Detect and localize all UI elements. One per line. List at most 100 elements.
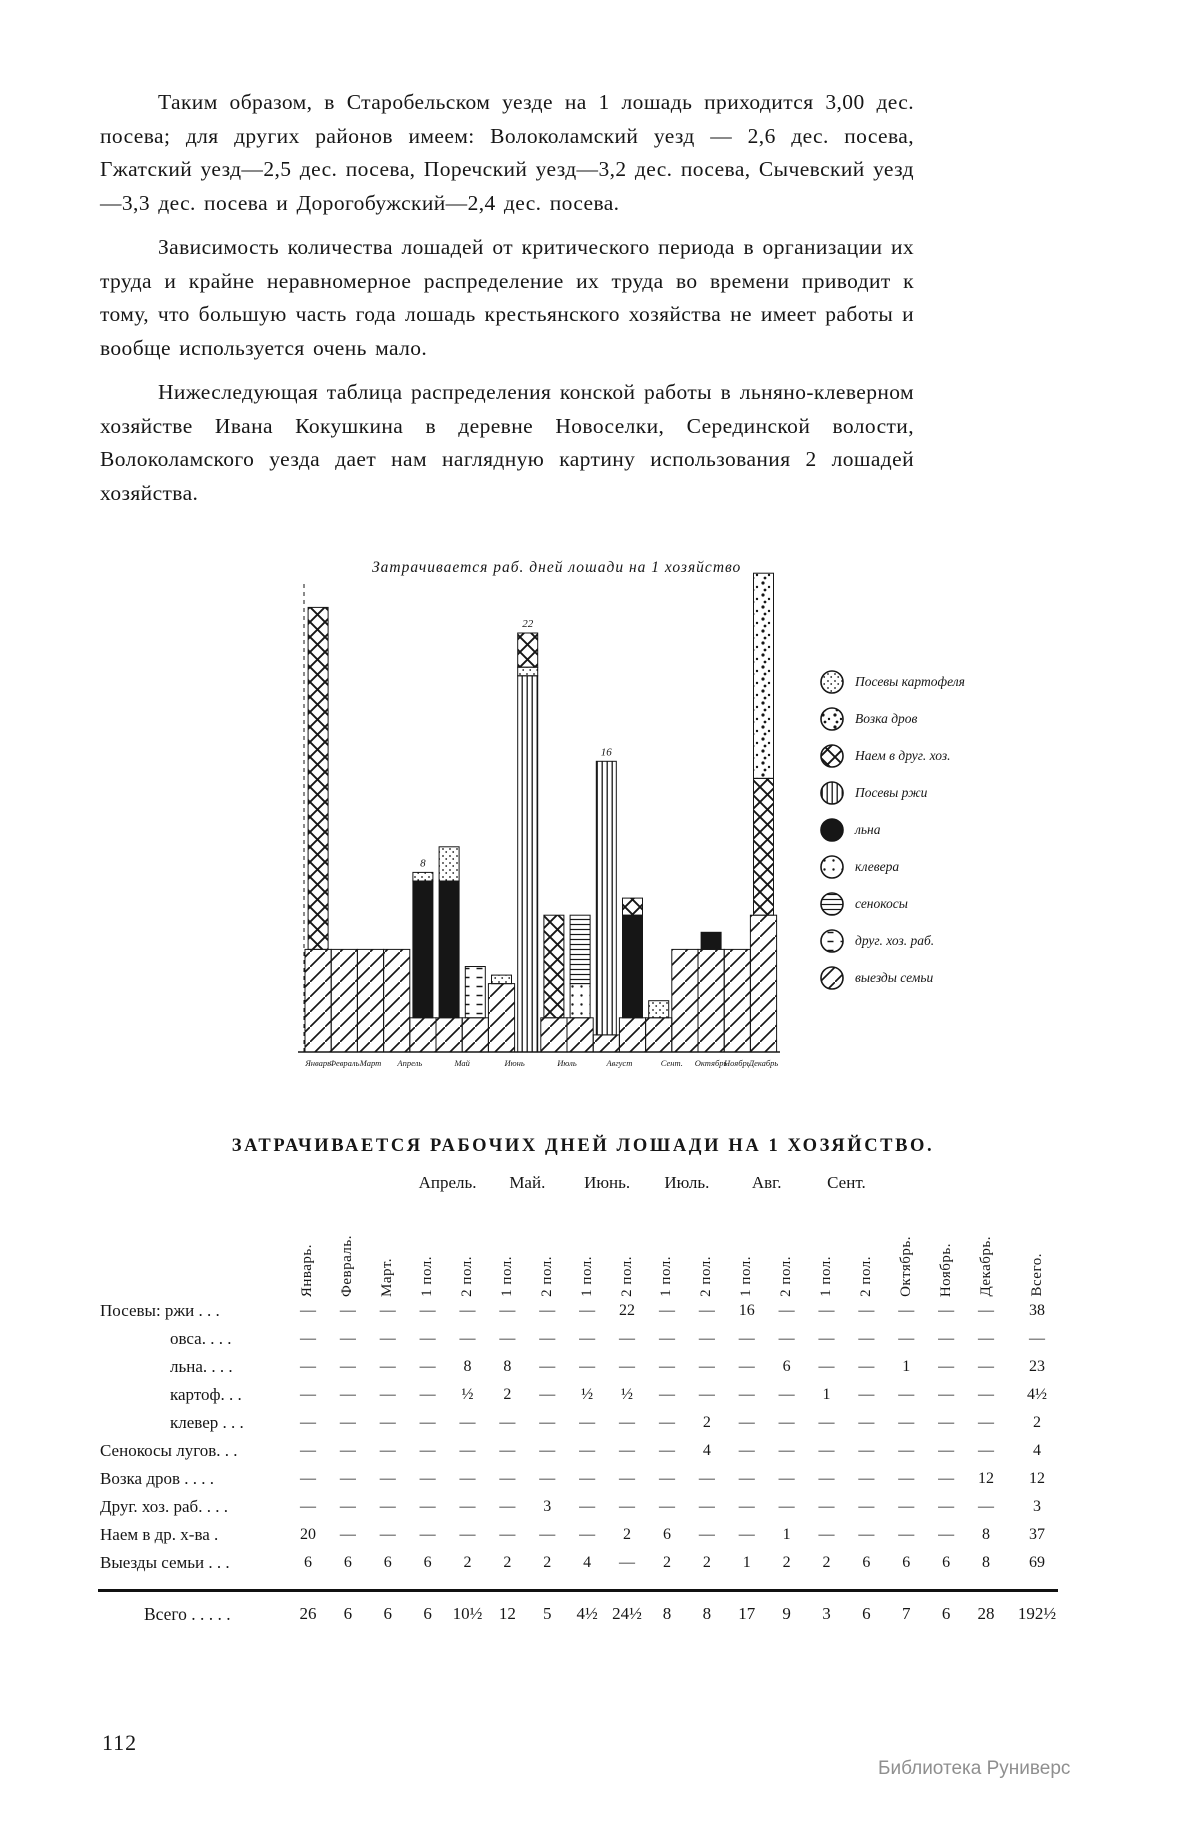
table-cell: —	[978, 1498, 995, 1515]
column-header: 2 пол.	[687, 1197, 727, 1297]
column-header-label: Октябрь.	[897, 1236, 914, 1297]
table-cell: 1	[902, 1358, 911, 1375]
table-cell: 3	[543, 1498, 552, 1515]
table-cell: ½	[461, 1386, 474, 1403]
table-cell: —	[858, 1526, 875, 1543]
chart-value-label: 22	[522, 618, 534, 630]
column-header: Октябрь.	[886, 1197, 926, 1297]
table-row: Выезды семьи . . . 6 6 6 6 2 2 2 4 — 2 2 1 2 2 6 6 6 8 69	[98, 1549, 1068, 1577]
chart-bar-segment	[438, 880, 460, 1019]
legend-swatch-solid	[820, 818, 844, 842]
table-cell: 24½	[612, 1604, 642, 1623]
table-cell: —	[619, 1470, 636, 1487]
table-cell: 5	[543, 1604, 552, 1623]
table-cell: 2	[662, 1554, 671, 1571]
legend-label: сенокосы	[855, 896, 908, 911]
table-cell: 6	[942, 1554, 951, 1571]
column-header-label: 1 пол.	[817, 1256, 834, 1297]
total-row-label: Всего . . . . .	[144, 1603, 231, 1624]
table-cell: 4½	[1027, 1386, 1047, 1403]
table-cell: —	[459, 1414, 476, 1431]
table-cell: 6	[782, 1358, 791, 1375]
page-number: 112	[102, 1730, 138, 1755]
table-cell: —	[978, 1330, 995, 1347]
legend-label: Посевы ржи	[854, 785, 928, 800]
table-cell: —	[339, 1498, 356, 1515]
table-cell: —	[379, 1358, 396, 1375]
table-cell: 37	[1029, 1526, 1045, 1543]
table-cell: —	[698, 1386, 715, 1403]
table-cell: —	[858, 1442, 875, 1459]
table-cell: 2	[702, 1554, 711, 1571]
table-title: ЗАТРАЧИВАЕТСЯ РАБОЧИХ ДНЕЙ ЛОШАДИ НА 1 Х…	[231, 1136, 935, 1156]
chart-x-tick-label: Сент.	[661, 1058, 683, 1068]
row-label: Наем в др. х-ва .	[100, 1525, 219, 1544]
table-cell: 8	[982, 1554, 991, 1571]
table-cell: —	[898, 1302, 915, 1319]
column-header: Ноябрь.	[926, 1197, 966, 1297]
chart-bar-segment	[566, 1017, 594, 1053]
legend-label: друг. хоз. раб.	[855, 933, 934, 948]
table-cell: —	[539, 1386, 556, 1403]
table-cell: —	[619, 1358, 636, 1375]
table-cell: —	[619, 1554, 636, 1571]
table-cell: 3	[822, 1604, 831, 1623]
table-cell: —	[938, 1358, 955, 1375]
table-cell: —	[818, 1526, 835, 1543]
table-cell: —	[938, 1386, 955, 1403]
table-cell: 2	[623, 1526, 632, 1543]
table-cell: —	[898, 1526, 915, 1543]
chart-bar-segment	[383, 948, 411, 1053]
table-cell: 4½	[576, 1604, 598, 1623]
table-cell: —	[898, 1330, 915, 1347]
legend-swatch-dots	[820, 855, 844, 879]
table-cell: —	[658, 1470, 675, 1487]
table-cell: 26	[299, 1604, 317, 1623]
column-header: 1 пол.	[487, 1197, 527, 1297]
legend-label: клевера	[855, 859, 899, 874]
table-cell: —	[698, 1330, 715, 1347]
table-cell: —	[379, 1442, 396, 1459]
chart-bar-segment	[753, 777, 774, 916]
table-cell: —	[818, 1470, 835, 1487]
chart-bar-segment	[645, 1017, 673, 1053]
chart-x-tick-label: Январь	[304, 1058, 331, 1068]
table-cell: 6	[343, 1554, 352, 1571]
table-row: Посевы: ржи . . . — — — — — — — — 22 — — 16 — — — — — — 38	[98, 1297, 1068, 1325]
table-cell: 12	[1029, 1470, 1045, 1487]
table-cell: —	[938, 1498, 955, 1515]
chart-value-label: 16	[601, 746, 613, 758]
chart-bar-segment	[569, 914, 591, 985]
table-cell: —	[459, 1442, 476, 1459]
table-cell: —	[299, 1470, 316, 1487]
legend-swatch-cross	[820, 744, 844, 768]
table-cell: —	[499, 1498, 516, 1515]
table-cell: 16	[738, 1302, 755, 1319]
group-spacer	[886, 1173, 1068, 1197]
column-header: Февраль.	[328, 1197, 368, 1297]
table-cell: —	[539, 1442, 556, 1459]
chart-bar-segment	[595, 760, 617, 1036]
group-spacer	[98, 1173, 408, 1197]
table-cell: —	[978, 1442, 995, 1459]
table-cell: —	[818, 1358, 835, 1375]
table-cell: 6	[303, 1554, 312, 1571]
table-cell: —	[698, 1302, 715, 1319]
table-cell: 3	[1033, 1498, 1041, 1515]
month-group-label: Авг.	[751, 1173, 782, 1192]
table-cell: —	[299, 1386, 316, 1403]
table-cell: —	[459, 1498, 476, 1515]
table-cell: —	[339, 1526, 356, 1543]
table-cell: —	[299, 1358, 316, 1375]
table-cell: —	[379, 1302, 396, 1319]
table-cell: —	[539, 1470, 556, 1487]
column-header-label: 2 пол.	[618, 1256, 635, 1297]
paragraph: Таким образом, в Старобельском уезде на …	[100, 90, 914, 215]
table-cell: —	[579, 1470, 596, 1487]
table-cell: 1	[782, 1526, 791, 1543]
table-cell: —	[698, 1526, 715, 1543]
table-cell: —	[938, 1470, 955, 1487]
table-row: клевер . . . — — — — — — — — — — 2 — — — — — — — 2	[98, 1409, 1068, 1437]
table-cell: —	[379, 1526, 396, 1543]
